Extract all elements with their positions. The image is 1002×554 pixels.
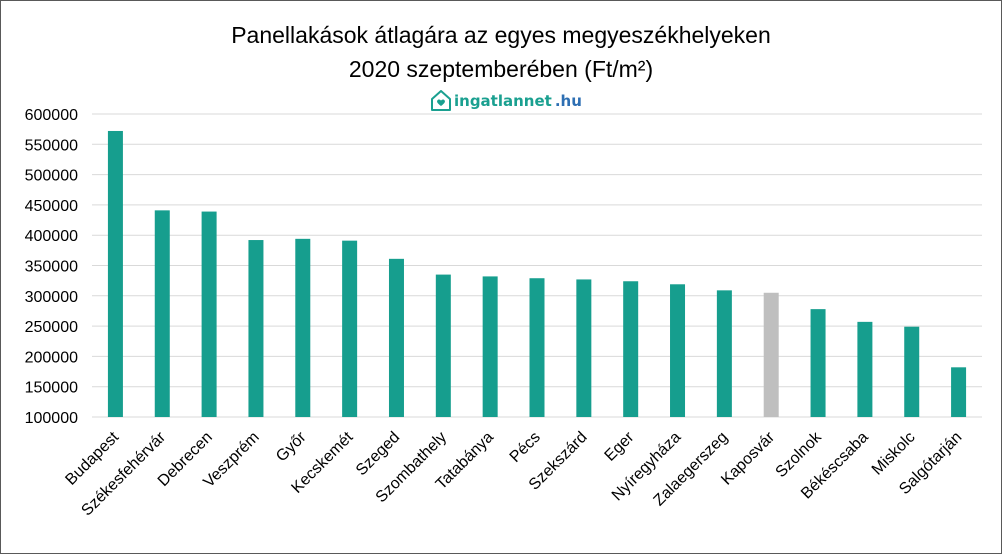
bar-9 <box>529 278 545 417</box>
y-tick-label: 400000 <box>25 228 78 245</box>
house-heart-icon <box>431 90 451 111</box>
chart-title: Panellakások átlagára az egyes megyeszék… <box>231 22 771 48</box>
bar-8 <box>482 276 498 417</box>
bar-3 <box>248 240 264 417</box>
x-tick-label: Pécs <box>507 429 544 466</box>
y-tick-label: 500000 <box>25 168 78 185</box>
bar-11 <box>623 281 639 417</box>
bar-0 <box>107 130 123 417</box>
y-tick-label: 600000 <box>25 107 78 124</box>
bar-17 <box>904 326 920 417</box>
bar-6 <box>388 258 404 417</box>
x-tick-label: Székesfehérvár <box>78 428 169 519</box>
bar-1 <box>154 210 170 417</box>
x-tick-label: Győr <box>273 428 310 465</box>
bar-13 <box>716 290 732 417</box>
y-tick-label: 350000 <box>25 259 78 276</box>
y-tick-label: 450000 <box>25 198 78 215</box>
y-tick-label: 550000 <box>25 137 78 154</box>
chart-subtitle: 2020 szeptemberében (Ft/m²) <box>348 56 654 82</box>
y-tick-label: 100000 <box>25 410 78 427</box>
bar-5 <box>342 240 358 417</box>
y-tick-label: 150000 <box>25 380 78 397</box>
y-tick-label: 300000 <box>25 289 78 306</box>
logo-name: ingatlannet <box>454 92 552 110</box>
y-tick-label: 250000 <box>25 319 78 336</box>
bar-14 <box>763 292 779 417</box>
bar-2 <box>201 211 217 417</box>
x-tick-label: Eger <box>602 428 638 464</box>
bar-7 <box>435 274 451 417</box>
bar-10 <box>576 279 592 417</box>
bar-15 <box>810 309 826 417</box>
bar-18 <box>951 367 967 417</box>
y-tick-label: 200000 <box>25 349 78 366</box>
bar-16 <box>857 321 873 417</box>
logo-tld: .hu <box>554 92 582 110</box>
brand-logo: ingatlannet .hu <box>431 90 582 112</box>
bar-12 <box>670 284 686 417</box>
bar-4 <box>295 238 311 417</box>
